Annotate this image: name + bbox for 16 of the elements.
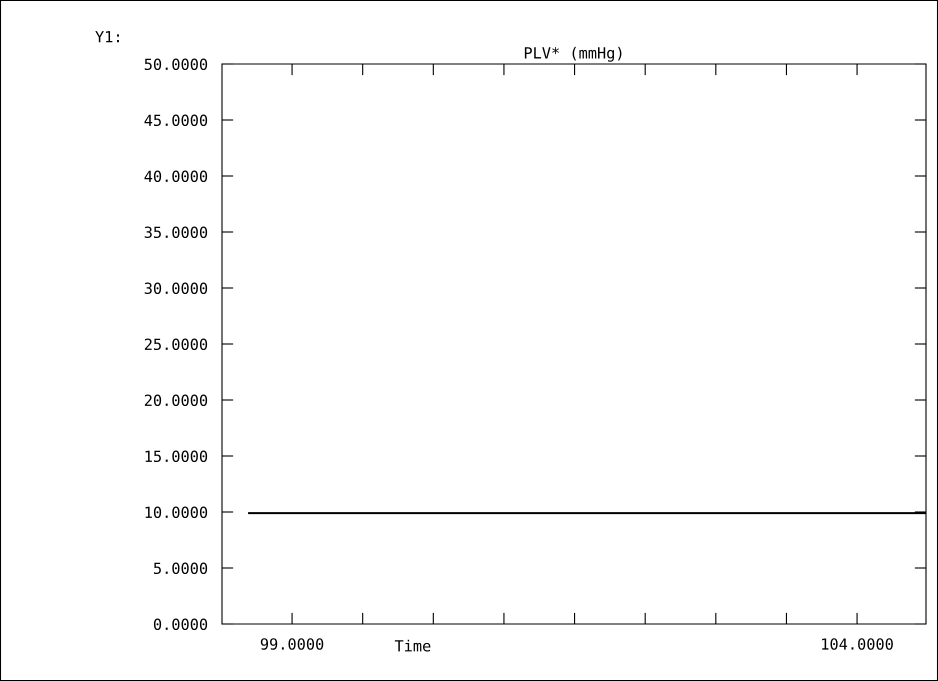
y-tick-label: 25.0000	[144, 338, 208, 350]
y-tick-label: 45.0000	[144, 114, 208, 126]
y-tick-label: 50.0000	[144, 58, 208, 70]
y-tick-label: 0.0000	[154, 618, 208, 630]
y-tick-label: 30.0000	[144, 282, 208, 294]
y-tick-label: 15.0000	[146, 450, 208, 462]
y-tick-label: 20.0000	[144, 394, 208, 406]
chart-title: PLV* (mmHg)	[524, 46, 622, 62]
y-tick-label: 10.0000	[146, 506, 208, 518]
y-tick-label: 5.0000	[154, 562, 208, 574]
y-tick-label: 35.0000	[144, 226, 208, 238]
x-tick-label: 104.0000	[822, 638, 893, 650]
y-tick-label: 40.0000	[144, 170, 208, 182]
y-axis-title: Y1:	[95, 31, 119, 42]
x-axis-title: Time	[394, 640, 430, 652]
x-tick-label: 99.0000	[260, 638, 324, 650]
